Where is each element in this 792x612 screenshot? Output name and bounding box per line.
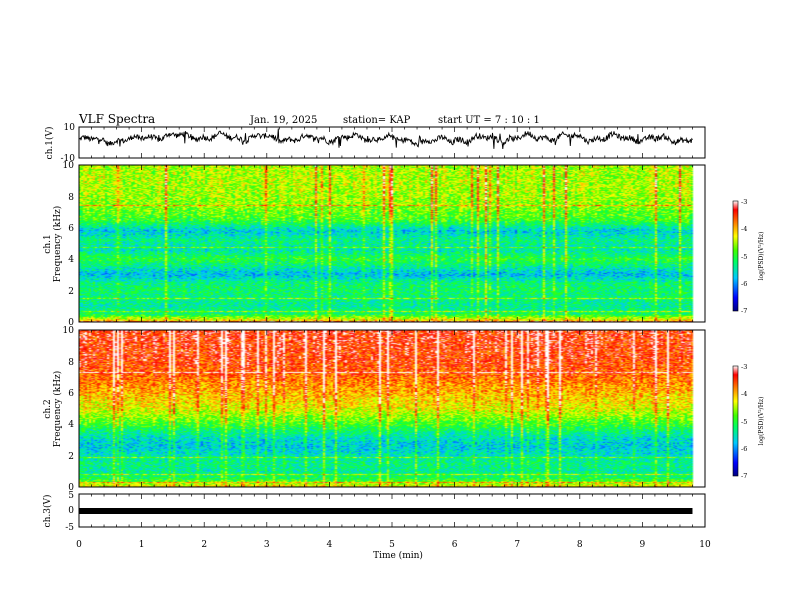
ch1-voltage-panel: 10 -10 ch.1(V) (44, 123, 706, 164)
x-tick-label-0: 0 (76, 540, 82, 550)
chart-title: VLF Spectra (78, 112, 155, 126)
spec1-channel-label: ch.1 (43, 234, 53, 253)
spec2-ytick-4: 4 (68, 420, 74, 430)
station-label: station= KAP (343, 115, 411, 126)
cb2-tick-neg6: -6 (741, 445, 747, 453)
cb2-tick-neg7: -7 (741, 472, 747, 480)
cb1-label: log(PSD)(V²/Hz) (758, 232, 765, 281)
spec1-frequency-label: Frequency (kHz) (52, 206, 63, 283)
x-axis-ticks: 0 1 2 3 4 5 6 7 8 9 10 (76, 540, 711, 550)
ch3-ytick-0: 0 (68, 506, 74, 516)
colorbar-2: -3 -4 -5 -6 -7 log(PSD)(V²/Hz) (732, 363, 765, 480)
spec2-ytick-2: 2 (68, 452, 74, 462)
spec1-ytick-10: 10 (63, 161, 75, 171)
spec2-frequency-label: Frequency (kHz) (52, 371, 63, 448)
x-tick-label-4: 4 (327, 540, 333, 550)
cb2-tick-neg5: -5 (741, 418, 747, 426)
spec2-channel-label: ch.2 (43, 399, 53, 418)
spec2-ytick-6: 6 (68, 389, 74, 399)
ch3-voltage-ylabel: ch.3(V) (42, 495, 53, 528)
ch3-trace-line (79, 508, 693, 514)
x-tick-label-3: 3 (264, 540, 270, 550)
x-tick-label-7: 7 (514, 540, 520, 550)
spec2-ytick-8: 8 (68, 358, 74, 368)
ch3-ytick-5: 5 (68, 491, 74, 501)
x-tick-label-9: 9 (640, 540, 646, 550)
cb1-tick-neg7: -7 (741, 307, 747, 315)
cb1-tick-neg5: -5 (741, 253, 747, 261)
x-tick-label-6: 6 (452, 540, 458, 550)
ch1-trace-line (78, 128, 693, 150)
ch3-voltage-panel: 5 0 -5 ch.3(V) (42, 491, 706, 533)
spec1-ytick-8: 8 (68, 193, 74, 203)
ch1-spectrogram-image (79, 165, 705, 322)
start-time-label: start UT = 7 : 10 : 1 (438, 115, 540, 126)
ch1-voltage-ylabel: ch.1(V) (44, 127, 55, 160)
ch2-spectrogram-image (79, 330, 705, 487)
cb1-tick-neg4: -4 (741, 225, 747, 233)
ch2-spectrogram-panel: 0 2 4 6 8 10 ch.2 Frequency (kHz) (43, 326, 706, 493)
x-axis-label: Time (min) (373, 550, 423, 561)
x-tick-label-2: 2 (201, 540, 207, 550)
ch1-spectrogram-panel: 0 2 4 6 8 10 ch.1 Frequency (kHz) (43, 161, 706, 328)
x-tick-label-8: 8 (577, 540, 583, 550)
spec1-ytick-6: 6 (68, 224, 74, 234)
x-tick-label-5: 5 (389, 540, 395, 550)
colorbar-1-scale (733, 201, 738, 311)
x-tick-label-10: 10 (699, 540, 711, 550)
date-label: Jan. 19, 2025 (249, 115, 317, 126)
spec2-ytick-10: 10 (63, 326, 75, 336)
colorbar-1: -3 -4 -5 -6 -7 log(PSD)(V²/Hz) (732, 198, 765, 315)
ch1-ytick-neg10: -10 (61, 154, 76, 164)
cb2-label: log(PSD)(V²/Hz) (758, 397, 765, 446)
spec1-ytick-4: 4 (68, 255, 74, 265)
cb2-tick-neg3: -3 (741, 363, 747, 371)
cb1-tick-neg6: -6 (741, 280, 747, 288)
spec1-ytick-2: 2 (68, 287, 74, 297)
spec2-ytick-0: 0 (68, 483, 74, 493)
cb1-tick-neg3: -3 (741, 198, 747, 206)
ch3-ytick-neg5: -5 (65, 523, 74, 533)
colorbar-2-scale (733, 366, 738, 476)
ch1-ytick-10: 10 (64, 123, 76, 133)
spec1-ytick-0: 0 (68, 318, 74, 328)
cb2-tick-neg4: -4 (741, 390, 747, 398)
x-tick-label-1: 1 (139, 540, 145, 550)
